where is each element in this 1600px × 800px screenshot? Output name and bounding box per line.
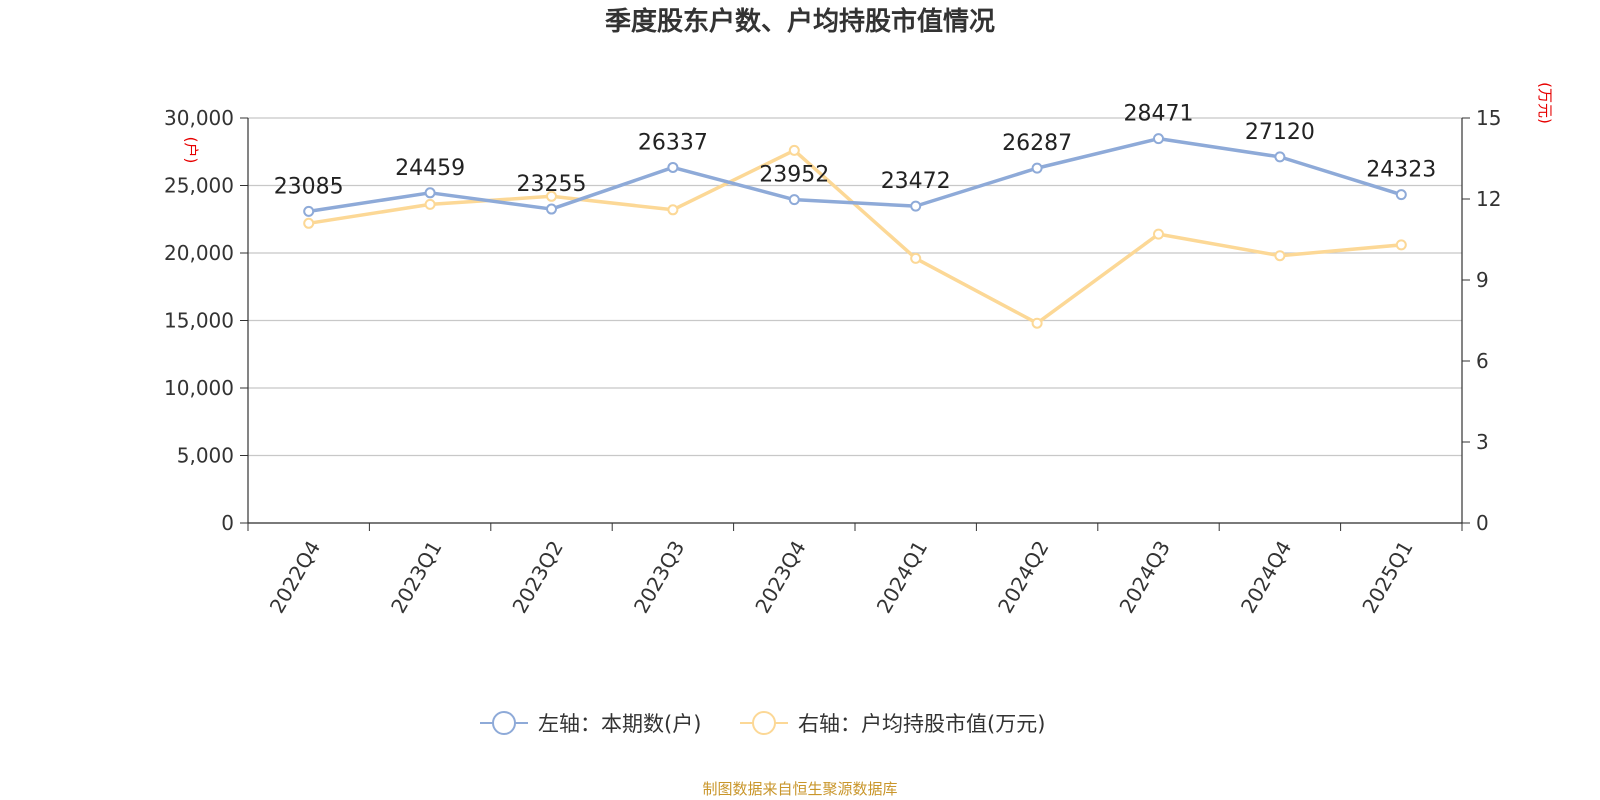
avg-value-point bbox=[1274, 250, 1286, 262]
data-labels: 23085 24459 23255 26337 23952 23472 26287 28471… bbox=[274, 102, 1437, 200]
holders-point bbox=[1274, 151, 1286, 163]
x-tick-label: 2023Q1 bbox=[386, 537, 446, 618]
avg-value-point bbox=[1153, 228, 1164, 240]
holders-point bbox=[1031, 162, 1043, 174]
left-tick-label: 20,000 bbox=[164, 241, 234, 265]
right-tick-label: 12 bbox=[1476, 187, 1501, 211]
right-unit-label: (万元) bbox=[1536, 82, 1554, 124]
data-label: 23255 bbox=[517, 172, 587, 197]
avg-value-point bbox=[546, 190, 557, 202]
data-label: 24459 bbox=[395, 156, 465, 181]
holders-point bbox=[1153, 133, 1164, 145]
data-label: 23472 bbox=[881, 169, 951, 194]
data-label: 26337 bbox=[638, 130, 708, 155]
source-note: 制图数据来自恒生聚源数据库 bbox=[702, 780, 898, 798]
x-tick-label: 2024Q1 bbox=[872, 537, 932, 618]
x-tick-label: 2023Q3 bbox=[629, 537, 689, 618]
right-tick-label: 0 bbox=[1476, 511, 1489, 535]
data-label: 28471 bbox=[1124, 102, 1194, 127]
data-label: 27120 bbox=[1245, 120, 1315, 145]
legend-item-2[interactable]: 右轴：户均持股市值(万元) bbox=[740, 711, 1045, 736]
left-tick-label: 0 bbox=[221, 511, 234, 535]
holders-point bbox=[667, 161, 679, 173]
holders-point bbox=[788, 194, 800, 206]
holders-point bbox=[424, 187, 436, 199]
data-label: 24323 bbox=[1366, 158, 1436, 183]
x-tick-label: 2023Q4 bbox=[750, 537, 810, 618]
x-tick-label: 2023Q2 bbox=[507, 537, 567, 618]
right-tick-label: 3 bbox=[1476, 430, 1489, 454]
left-unit-label: (户) bbox=[182, 137, 200, 164]
series-lines bbox=[303, 133, 1407, 329]
x-tick-label: 2024Q2 bbox=[993, 537, 1053, 618]
avg-value-point bbox=[424, 198, 436, 210]
legend-item-1[interactable]: 左轴：本期数(户) bbox=[480, 711, 701, 736]
left-tick-label: 30,000 bbox=[164, 106, 234, 130]
x-tick-label: 2025Q1 bbox=[1357, 537, 1417, 618]
data-label: 23952 bbox=[759, 163, 829, 188]
right-tick-label: 9 bbox=[1476, 268, 1489, 292]
right-tick-label: 15 bbox=[1476, 106, 1501, 130]
legend-label: 左轴：本期数(户) bbox=[538, 712, 701, 736]
data-label: 23085 bbox=[274, 174, 344, 199]
axes: 0 5,000 10,000 15,000 20,000 25,000 30,000 0 3 6 9… bbox=[164, 82, 1554, 617]
avg-value-point bbox=[667, 204, 679, 216]
legend-marker bbox=[752, 711, 776, 735]
holders-point bbox=[910, 200, 922, 212]
avg-value-point bbox=[1395, 239, 1407, 251]
avg-value-line bbox=[308, 148, 1402, 325]
left-tick-label: 15,000 bbox=[164, 309, 234, 333]
data-label: 26287 bbox=[1002, 131, 1072, 156]
legend[interactable]: 左轴：本期数(户) 右轴：户均持股市值(万元) bbox=[480, 711, 1045, 736]
avg-value-point bbox=[910, 252, 922, 264]
left-tick-label: 5,000 bbox=[177, 444, 234, 468]
right-tick-label: 6 bbox=[1476, 349, 1489, 373]
holders-point bbox=[1395, 189, 1407, 201]
avg-value-point bbox=[788, 144, 800, 156]
avg-value-point bbox=[1031, 317, 1043, 329]
left-tick-label: 25,000 bbox=[164, 174, 234, 198]
left-tick-label: 10,000 bbox=[164, 376, 234, 400]
x-tick-label: 2024Q3 bbox=[1114, 537, 1174, 618]
x-tick-label: 2022Q4 bbox=[265, 537, 325, 618]
holders-point bbox=[303, 205, 315, 217]
holders-point bbox=[546, 203, 557, 215]
holders-line bbox=[308, 136, 1402, 214]
avg-value-point bbox=[303, 217, 315, 229]
legend-label: 右轴：户均持股市值(万元) bbox=[798, 712, 1045, 736]
chart-title: 季度股东户数、户均持股市值情况 bbox=[604, 7, 995, 37]
legend-marker bbox=[492, 711, 516, 735]
x-tick-label: 2024Q4 bbox=[1236, 537, 1296, 618]
